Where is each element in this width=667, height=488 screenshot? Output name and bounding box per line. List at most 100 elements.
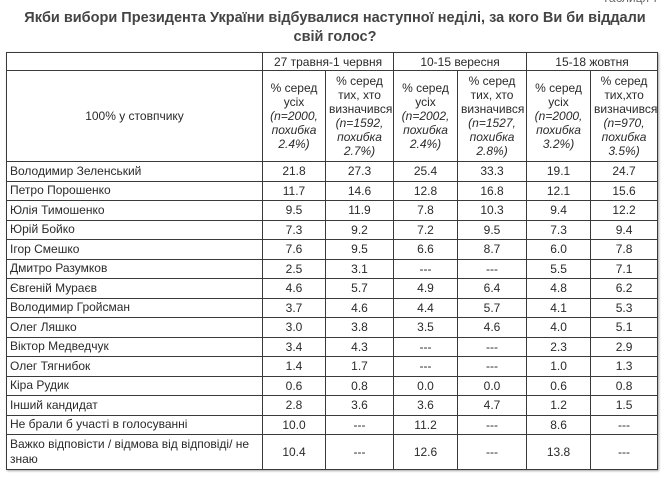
header-empty-cell bbox=[6, 52, 263, 71]
column-subheader: % серед тих, хто визначився (n=1592, похи… bbox=[324, 70, 395, 162]
value-cell: 3.4 bbox=[262, 336, 326, 357]
value-cell: 5.7 bbox=[324, 278, 395, 299]
value-cell: --- bbox=[457, 258, 528, 279]
value-cell: 7.8 bbox=[590, 239, 659, 260]
value-cell: 6.4 bbox=[457, 278, 528, 299]
candidate-name: Олег Ляшко bbox=[6, 317, 263, 338]
value-cell: 4.1 bbox=[526, 297, 592, 318]
value-cell: 6.2 bbox=[590, 278, 659, 299]
value-cell: 7.1 bbox=[590, 258, 659, 279]
value-cell: --- bbox=[457, 356, 528, 377]
candidate-name: Не брали б участі в голосуванні bbox=[6, 414, 263, 435]
table-row: Юлія Тимошенко 9.5 11.9 7.8 10.3 9.4 12.2 bbox=[6, 200, 659, 221]
value-cell: 1.0 bbox=[526, 356, 592, 377]
value-cell: 2.3 bbox=[526, 336, 592, 357]
candidate-name: Ігор Смешко bbox=[6, 239, 263, 260]
value-cell: 3.6 bbox=[393, 395, 459, 416]
column-subheader: % серед тих,хто визначився (n=970, похибк… bbox=[590, 70, 659, 162]
value-cell: 1.7 bbox=[324, 356, 395, 377]
table-row: Віктор Медведчук 3.4 4.3 --- --- 2.3 2.9 bbox=[6, 336, 659, 357]
value-cell: 11.7 bbox=[262, 180, 326, 201]
period-header: 15-18 жовтня bbox=[526, 52, 659, 71]
value-cell: 4.4 bbox=[393, 297, 459, 318]
candidate-name: Важко відповісти / відмова від відповіді… bbox=[6, 434, 263, 470]
value-cell: 4.9 bbox=[393, 278, 459, 299]
table-row: Петро Порошенко 11.7 14.6 12.8 16.8 12.1 15.6 bbox=[6, 180, 659, 201]
column-subheader: % серед усіх (n=2000, похибка 3.2%) bbox=[526, 70, 592, 162]
value-cell: 5.7 bbox=[457, 297, 528, 318]
value-cell: --- bbox=[324, 434, 395, 470]
value-cell: 0.0 bbox=[393, 375, 459, 396]
value-cell: 2.8 bbox=[262, 395, 326, 416]
value-cell: 7.8 bbox=[393, 200, 459, 221]
value-cell: 12.8 bbox=[393, 180, 459, 201]
value-cell: 1.2 bbox=[526, 395, 592, 416]
value-cell: 9.4 bbox=[526, 200, 592, 221]
candidate-name: Віктор Медведчук bbox=[6, 336, 263, 357]
candidate-name: Євгеній Мураєв bbox=[6, 278, 263, 299]
value-cell: 7.3 bbox=[262, 219, 326, 240]
value-cell: 2.5 bbox=[262, 258, 326, 279]
value-cell: 3.5 bbox=[393, 317, 459, 338]
value-cell: 12.1 bbox=[526, 180, 592, 201]
column-subheader: % серед тих, хто визначився (n=1527, похи… bbox=[457, 70, 528, 162]
value-cell: 2.9 bbox=[590, 336, 659, 357]
table-row: Олег Тягнибок 1.4 1.7 --- --- 1.0 1.3 bbox=[6, 356, 659, 377]
value-cell: 1.5 bbox=[590, 395, 659, 416]
column-subheader: % серед усіх (n=2000, похибка 2.4%) bbox=[262, 70, 326, 162]
value-cell: 4.0 bbox=[526, 317, 592, 338]
value-cell: 4.3 bbox=[324, 336, 395, 357]
value-cell: 12.2 bbox=[590, 200, 659, 221]
value-cell: 4.6 bbox=[324, 297, 395, 318]
value-cell: 3.8 bbox=[324, 317, 395, 338]
value-cell: 7.2 bbox=[393, 219, 459, 240]
value-cell: 27.3 bbox=[324, 161, 395, 182]
value-cell: 24.7 bbox=[590, 161, 659, 182]
value-cell: 4.6 bbox=[457, 317, 528, 338]
period-header: 27 травня-1 червня bbox=[261, 52, 395, 71]
value-cell: --- bbox=[393, 336, 459, 357]
poll-results-table: 27 травня-1 червня 10-15 вересня 15-18 ж… bbox=[6, 52, 659, 470]
value-cell: 0.0 bbox=[457, 375, 528, 396]
table-row: Володимир Гройсман 3.7 4.6 4.4 5.7 4.1 5.3 bbox=[6, 297, 659, 318]
value-cell: 19.1 bbox=[526, 161, 592, 182]
table-number-label: Таблиця 7 bbox=[602, 0, 659, 5]
table-row: Інший кандидат 2.8 3.6 3.6 4.7 1.2 1.5 bbox=[6, 395, 659, 416]
value-cell: 7.3 bbox=[526, 219, 592, 240]
value-cell: --- bbox=[457, 414, 528, 435]
value-cell: --- bbox=[393, 356, 459, 377]
value-cell: 15.6 bbox=[590, 180, 659, 201]
row-header-label: 100% у стовпчику bbox=[6, 70, 263, 162]
value-cell: 12.6 bbox=[393, 434, 459, 470]
value-cell: --- bbox=[590, 434, 659, 470]
value-cell: 8.6 bbox=[526, 414, 592, 435]
value-cell: --- bbox=[457, 434, 528, 470]
value-cell: 9.4 bbox=[590, 219, 659, 240]
value-cell: 11.2 bbox=[393, 414, 459, 435]
candidate-name: Юрій Бойко bbox=[6, 219, 263, 240]
table-row: Кіра Рудик 0.6 0.8 0.0 0.0 0.6 0.8 bbox=[6, 375, 659, 396]
value-cell: 9.5 bbox=[262, 200, 326, 221]
value-cell: 13.8 bbox=[526, 434, 592, 470]
value-cell: 16.8 bbox=[457, 180, 528, 201]
value-cell: 6.6 bbox=[393, 239, 459, 260]
value-cell: 10.4 bbox=[262, 434, 326, 470]
value-cell: 25.4 bbox=[393, 161, 459, 182]
value-cell: 7.6 bbox=[262, 239, 326, 260]
value-cell: 3.0 bbox=[262, 317, 326, 338]
value-cell: 0.8 bbox=[590, 375, 659, 396]
value-cell: 8.7 bbox=[457, 239, 528, 260]
value-cell: 5.5 bbox=[526, 258, 592, 279]
value-cell: 0.8 bbox=[324, 375, 395, 396]
value-cell: 4.7 bbox=[457, 395, 528, 416]
value-cell: --- bbox=[324, 414, 395, 435]
value-cell: 14.6 bbox=[324, 180, 395, 201]
value-cell: 1.4 bbox=[262, 356, 326, 377]
value-cell: 9.5 bbox=[457, 219, 528, 240]
value-cell: 0.6 bbox=[526, 375, 592, 396]
value-cell: --- bbox=[590, 414, 659, 435]
table-row: Ігор Смешко 7.6 9.5 6.6 8.7 6.0 7.8 bbox=[6, 239, 659, 260]
page-title: Якби вибори Президента України відбували… bbox=[24, 10, 646, 45]
value-cell: 0.6 bbox=[262, 375, 326, 396]
candidate-name: Юлія Тимошенко bbox=[6, 200, 263, 221]
